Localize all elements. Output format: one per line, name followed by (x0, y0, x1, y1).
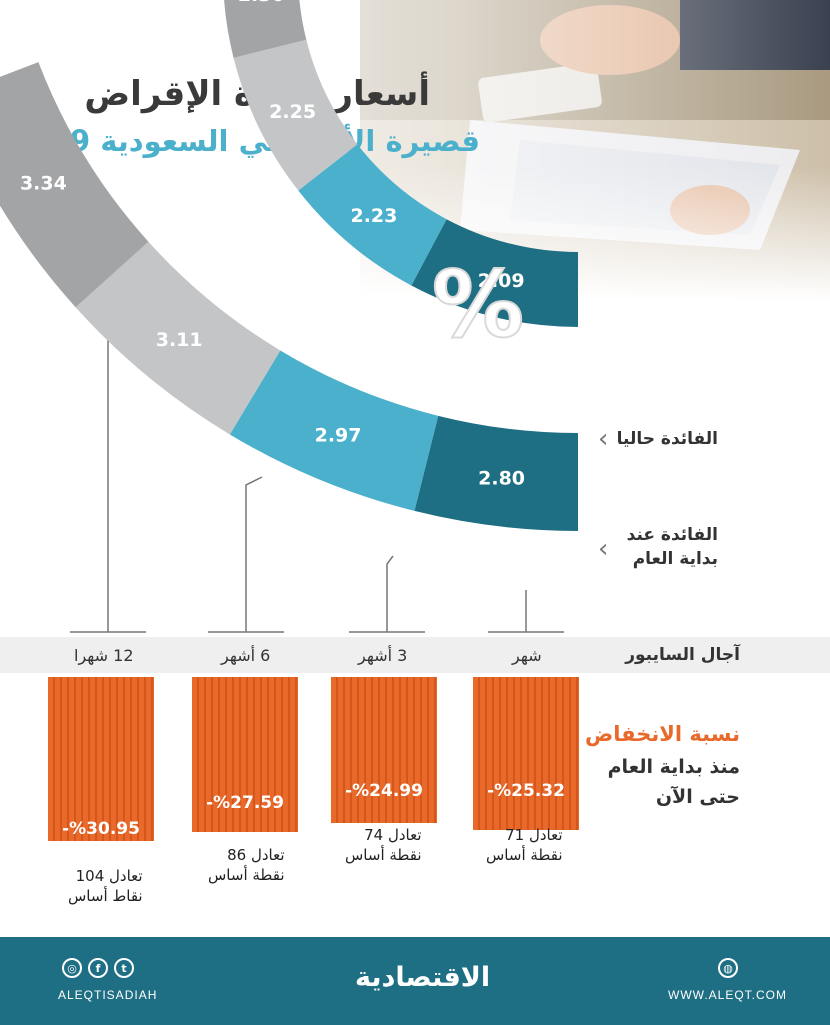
start-rate-label-line1: الفائدة عند (626, 525, 718, 545)
tenor-label: 3 أشهر (358, 646, 408, 665)
tenor-label: شهر (512, 646, 542, 665)
rate-value-label: 2.23 (350, 205, 397, 227)
tenor-band (0, 637, 830, 673)
facebook-icon[interactable]: f (88, 958, 108, 978)
rate-value-label: 3.11 (156, 329, 203, 351)
social-icons: ◎ f t (62, 958, 134, 978)
connector-line (107, 317, 129, 632)
social-handle[interactable]: ALEQTISADIAH (58, 988, 158, 1002)
footer-bar (0, 937, 830, 1025)
decline-subheading-2: حتى الآن (655, 786, 740, 808)
rate-segment (414, 415, 578, 531)
decline-subheading-1: منذ بداية العام (607, 756, 740, 778)
instagram-icon[interactable]: ◎ (62, 958, 82, 978)
rate-value-label: 2.09 (478, 270, 525, 292)
rate-value-label: 2.25 (269, 101, 316, 123)
chart-segments (0, 0, 578, 531)
twitter-icon[interactable]: t (114, 958, 134, 978)
bps-equivalent-line1: تعادل 71 (505, 826, 563, 844)
rate-segment (298, 144, 447, 286)
rate-segment (0, 62, 149, 308)
bps-equivalent-line2: نقطة أساس (486, 846, 563, 864)
brand-logo: الاقتصادية (355, 962, 491, 993)
rate-segment (233, 39, 358, 191)
decline-bar: %24.99- (331, 677, 437, 823)
start-row-chevron-icon: ‹ (598, 534, 609, 564)
bps-equivalent-line2: نقاط أساس (68, 887, 143, 905)
bps-equivalent-line1: تعادل 104 (75, 867, 143, 885)
current-rate-label: الفائدة حاليا (616, 429, 718, 449)
decline-heading: نسبة الانخفاض (585, 722, 740, 746)
start-rate-label-line2: بداية العام (632, 549, 718, 569)
connector-line (386, 555, 394, 632)
connector-line (245, 476, 263, 632)
tenor-band-label: آجال السايبور (625, 645, 740, 665)
rate-value-label: 2.30 (238, 0, 285, 6)
decline-bar: %27.59- (192, 677, 298, 832)
rate-segment (229, 350, 439, 511)
start-rate-label: الفائدة عند بداية العام (627, 523, 718, 571)
decline-percent: %25.32- (487, 781, 565, 801)
bps-equivalent-line1: تعادل 74 (364, 826, 422, 844)
rate-value-label: 3.34 (20, 173, 67, 195)
bps-equivalent: تعادل 104 نقاط أساس (68, 866, 143, 906)
current-row-chevron-icon: ‹ (598, 424, 609, 454)
bps-equivalent-line2: نقطة أساس (208, 866, 285, 884)
decline-percent: %27.59- (206, 793, 284, 813)
decline-bar: %25.32- (473, 677, 579, 830)
rate-segment (224, 0, 307, 58)
decline-percent: %24.99- (345, 781, 423, 801)
rate-segment (75, 241, 281, 435)
rate-segment (411, 219, 578, 327)
decline-percent: %30.95- (62, 819, 140, 839)
bps-equivalent: تعادل 71 نقطة أساس (486, 825, 563, 865)
website-link[interactable]: WWW.ALEQT.COM (668, 988, 787, 1002)
chart-labels: 2.09 2.23 2.25 2.30 2.80 2.97 3.11 3.34 (20, 0, 525, 489)
tenor-label: 6 أشهر (221, 646, 271, 665)
percent-symbol: % (432, 251, 524, 358)
rate-value-label: 2.97 (315, 424, 362, 446)
bps-equivalent: تعادل 74 نقطة أساس (345, 825, 422, 865)
decline-bar: %30.95- (48, 677, 154, 841)
bps-equivalent-line1: تعادل 86 (227, 846, 285, 864)
rate-value-label: 2.80 (478, 467, 525, 489)
bps-equivalent-line2: نقطة أساس (345, 846, 422, 864)
bps-equivalent: تعادل 86 نقطة أساس (208, 845, 285, 885)
rates-chart: 2.09 2.23 2.25 2.30 2.80 2.97 3.11 3.34 % (0, 0, 578, 633)
tenor-label: 12 شهرا (74, 646, 134, 665)
globe-icon: ◍ (718, 958, 738, 978)
